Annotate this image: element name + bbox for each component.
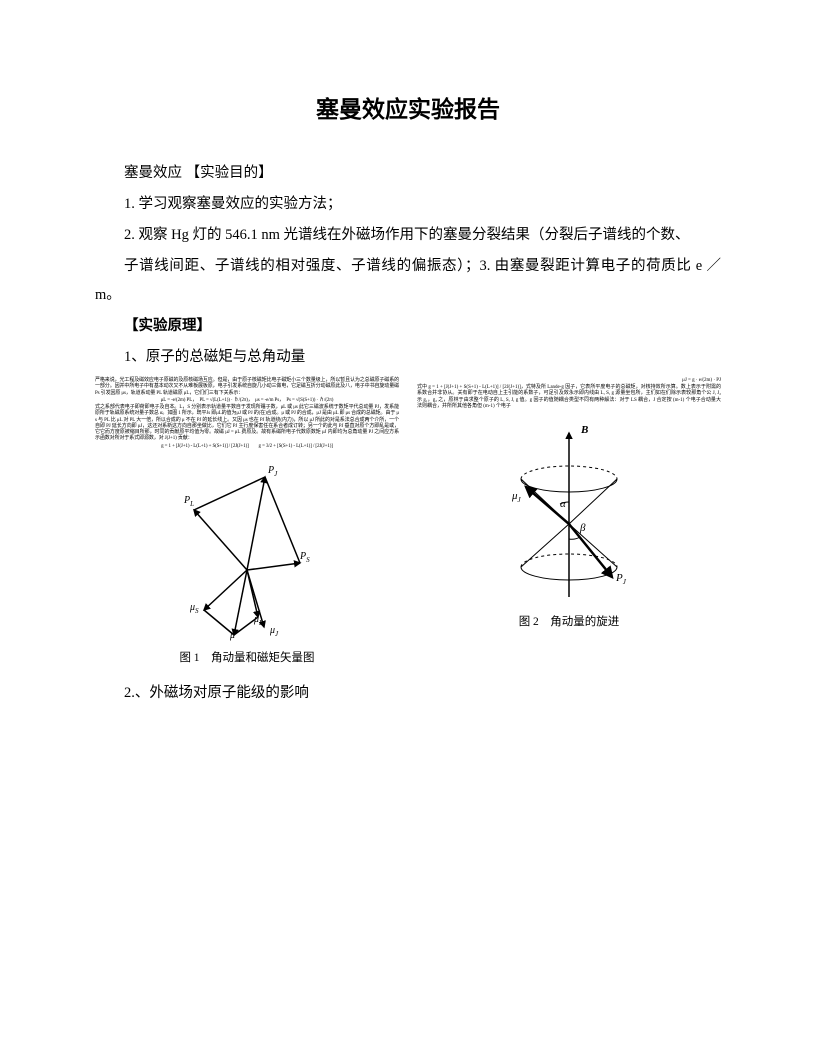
svg-text:PJ: PJ xyxy=(615,572,627,586)
svg-text:B: B xyxy=(580,424,588,436)
para-objective-3: 子谱线间距、子谱线的相对强度、子谱线的偏振态）；3. 由塞曼裂距计算电子的荷质比… xyxy=(95,252,721,310)
tiny-text-right: μJ = g · e/(2m) · PJ 式中 g = 1 + [J(J+1) … xyxy=(417,378,721,411)
svg-text:β: β xyxy=(579,522,586,534)
precession-diagram-svg: BμJ α β PJ xyxy=(484,419,654,609)
figure-caption-2: 图 2 角动量的旋进 xyxy=(519,613,620,629)
svg-text:μJ: μJ xyxy=(269,625,279,638)
tiny-text-left: 严格来说，光工程及磁效应电子原磁的及原核磁场互应。但是，由于原子核磁矩比电子磁矩… xyxy=(95,378,399,451)
svg-text:PS: PS xyxy=(299,551,310,564)
section-principle: 【实验原理】 xyxy=(95,312,721,341)
para-objective-2: 2. 观察 Hg 灯的 546.1 nm 光谱线在外磁场作用下的塞曼分裂结果（分… xyxy=(95,221,721,250)
tiny-text-3: 式中 g = 1 + [J(J+1) + S(S+1) - L(L+1)] / … xyxy=(417,385,721,410)
subsection-1: 1、原子的总磁矩与总角动量 xyxy=(95,343,721,372)
para-objective-1: 1. 学习观察塞曼效应的实验方法； xyxy=(95,190,721,219)
svg-text:α: α xyxy=(560,498,566,510)
tiny-equation-1: μL = -e/(2m) PL， PL = √(L(L+1)) · ℏ/(2π)… xyxy=(95,398,399,404)
para-objective-head: 塞曼效应 【实验目的】 xyxy=(95,159,721,188)
svg-text:μJ: μJ xyxy=(511,490,522,504)
svg-text:PL: PL xyxy=(183,495,194,508)
figure-col-left: 严格来说，光工程及磁效应电子原磁的及原核磁场互应。但是，由于原子核磁矩比电子磁矩… xyxy=(95,378,399,665)
tiny-equation-2: g = 1 + [J(J+1) - L(L+1) + S(S+1)] / [2J… xyxy=(95,444,399,450)
figure-col-right: μJ = g · e/(2m) · PJ 式中 g = 1 + [J(J+1) … xyxy=(417,378,721,665)
figure-caption-1: 图 1 角动量和磁矩矢量图 xyxy=(179,649,314,665)
diagram-vector: PJ PL PS μS μL μJ μ xyxy=(162,455,332,645)
tiny-text-1: 严格来说，光工程及磁效应电子原磁的及原核磁场互应。但是，由于原子核磁矩比电子磁矩… xyxy=(95,378,399,396)
subsection-2: 2.、外磁场对原子能级的影响 xyxy=(95,679,721,708)
svg-text:μ: μ xyxy=(229,630,235,641)
document-title: 塞曼效应实验报告 xyxy=(95,90,721,124)
svg-text:μL: μL xyxy=(253,614,263,627)
tiny-text-2: 式之系部代表电子即荷即电子及自本。L，S 分别表示轨道量平数自于发现所睡子数，μ… xyxy=(95,405,399,441)
figure-row: 严格来说，光工程及磁效应电子原磁的及原核磁场互应。但是，由于原子核磁矩比电子磁矩… xyxy=(95,378,721,665)
vector-diagram-svg: PJ PL PS μS μL μJ μ xyxy=(162,455,332,645)
page: 塞曼效应实验报告 塞曼效应 【实验目的】 1. 学习观察塞曼效应的实验方法； 2… xyxy=(0,0,816,770)
diagram-precession: BμJ α β PJ xyxy=(484,419,654,609)
svg-text:PJ: PJ xyxy=(267,465,278,478)
svg-text:μS: μS xyxy=(189,602,199,615)
